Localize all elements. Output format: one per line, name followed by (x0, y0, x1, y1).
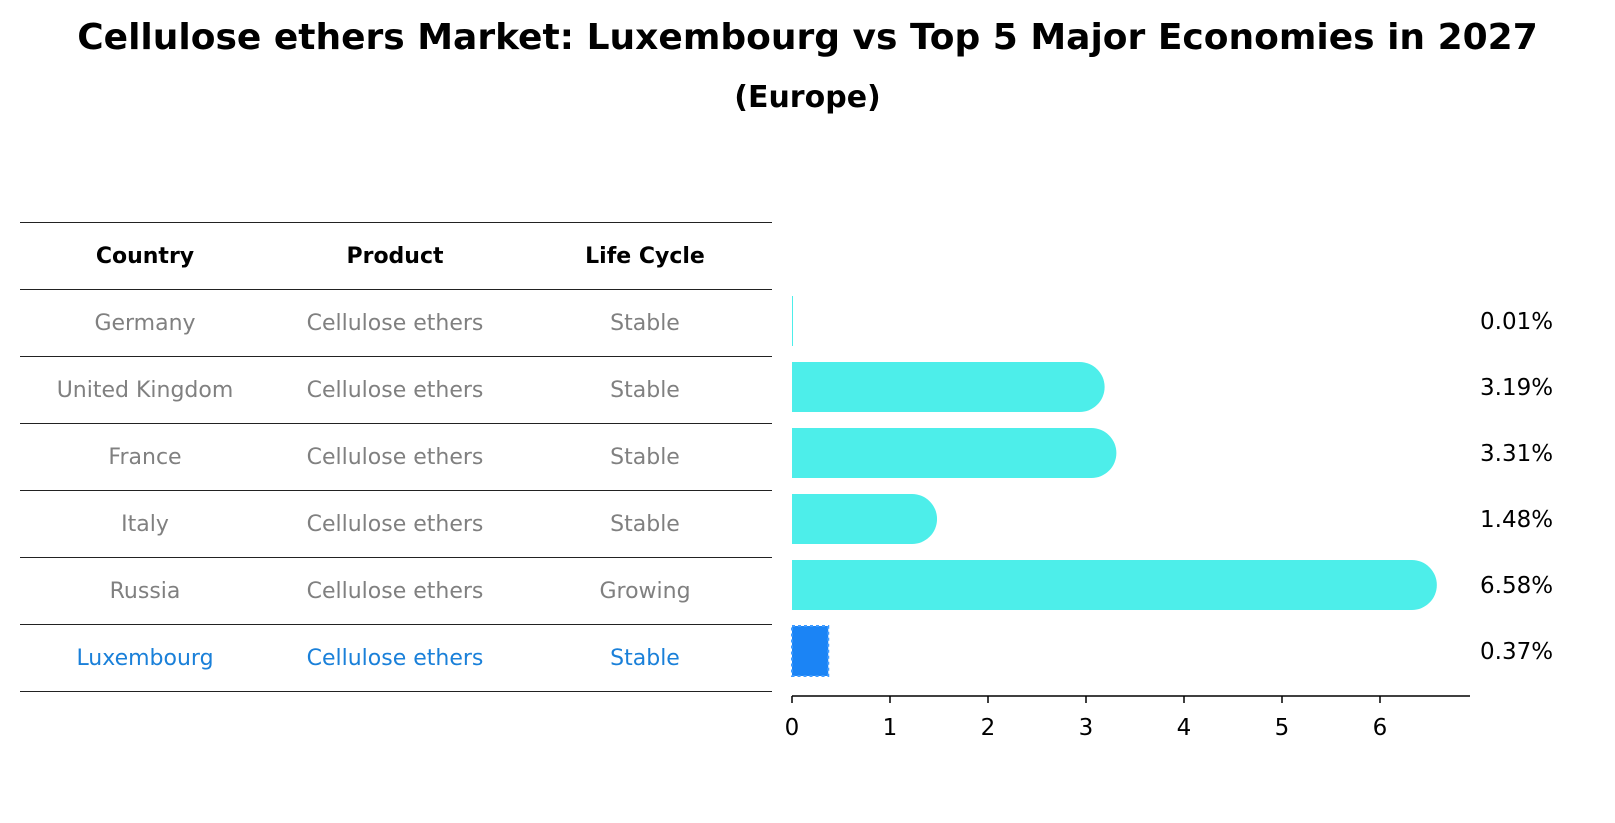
data-table: Country Product Life Cycle Germany Cellu… (20, 222, 772, 692)
life-cycle-cell: Stable (610, 444, 680, 470)
life-cycle-cell: Stable (610, 377, 680, 403)
x-tick-label-6: 6 (1373, 715, 1388, 741)
country-cell: Germany (94, 310, 196, 336)
header-product: Product (346, 243, 444, 269)
value-label-luxembourg: 0.37% (1480, 639, 1553, 665)
chart-title: Cellulose ethers Market: Luxembourg vs T… (77, 17, 1538, 58)
table-row: Germany Cellulose ethers Stable (20, 290, 772, 357)
header-life-cycle: Life Cycle (585, 243, 705, 269)
value-label-russia: 6.58% (1480, 573, 1553, 599)
country-cell: Russia (109, 578, 181, 604)
x-tick-label-1: 1 (883, 715, 898, 741)
bar-italy (792, 494, 938, 544)
table-row: Russia Cellulose ethers Growing (20, 558, 772, 625)
product-cell: Cellulose ethers (306, 310, 484, 336)
product-cell: Cellulose ethers (306, 511, 484, 537)
table-row-highlighted: Luxembourg Cellulose ethers Stable (20, 625, 772, 692)
bar-united-kingdom (792, 362, 1105, 412)
life-cycle-cell: Stable (610, 511, 680, 537)
product-cell: Cellulose ethers (306, 377, 484, 403)
x-tick-label-4: 4 (1177, 715, 1192, 741)
bar-russia (792, 560, 1437, 610)
country-cell: Italy (121, 511, 169, 537)
life-cycle-cell: Growing (599, 578, 691, 604)
country-cell: United Kingdom (56, 377, 234, 403)
table-row: Italy Cellulose ethers Stable (20, 491, 772, 558)
bar-luxembourg (791, 625, 830, 677)
value-label-united-kingdom: 3.19% (1480, 375, 1553, 401)
value-label-france: 3.31% (1480, 441, 1553, 467)
product-cell: Cellulose ethers (306, 444, 484, 470)
product-cell: Cellulose ethers (306, 578, 484, 604)
value-label-germany: 0.01% (1480, 309, 1553, 335)
bar-germany (792, 296, 793, 346)
table-row: France Cellulose ethers Stable (20, 424, 772, 491)
bar-france (792, 428, 1117, 478)
x-tick-label-2: 2 (981, 715, 996, 741)
x-tick-label-5: 5 (1275, 715, 1290, 741)
value-label-italy: 1.48% (1480, 507, 1553, 533)
table-row: United Kingdom Cellulose ethers Stable (20, 357, 772, 424)
country-cell: Luxembourg (76, 645, 214, 671)
header-country: Country (95, 243, 195, 269)
life-cycle-cell: Stable (610, 310, 680, 336)
product-cell: Cellulose ethers (306, 645, 484, 671)
life-cycle-cell: Stable (610, 645, 680, 671)
x-tick-label-0: 0 (785, 715, 800, 741)
x-tick-label-3: 3 (1079, 715, 1094, 741)
country-cell: France (108, 444, 182, 470)
chart-subtitle: (Europe) (734, 80, 881, 115)
table-header-row: Country Product Life Cycle (20, 222, 772, 290)
